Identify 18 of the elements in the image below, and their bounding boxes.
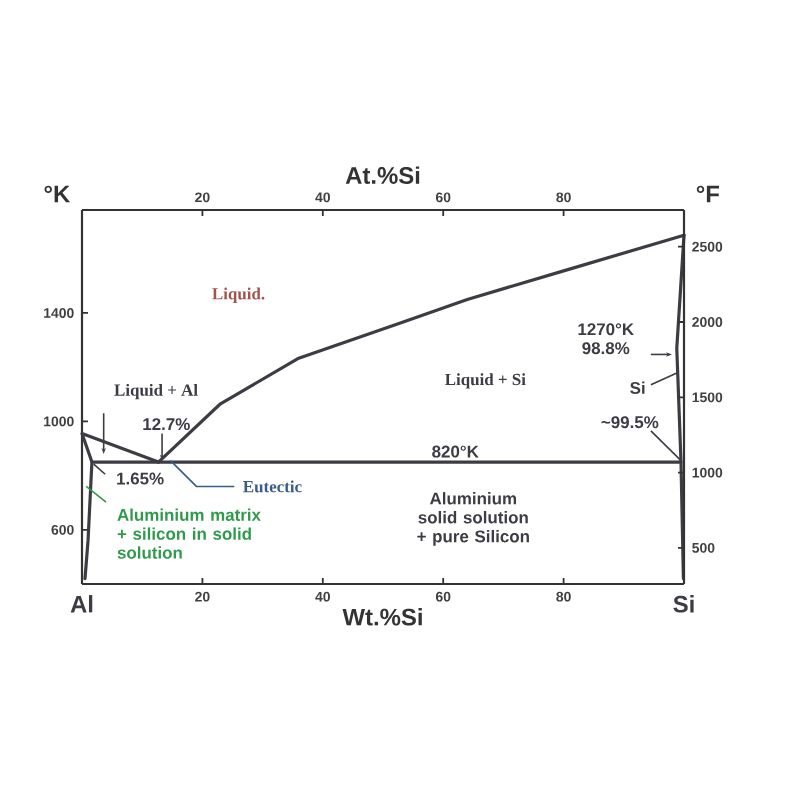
- annotation: Si: [673, 595, 694, 613]
- annotation: Liquid + Si: [445, 373, 526, 389]
- annotation: ~99.5%: [601, 416, 659, 429]
- x-axis-title: Wt.%Si: [342, 608, 422, 626]
- annotation: Si: [630, 381, 645, 394]
- annotation: Aluminium matrix + silicon in solid solution: [117, 508, 261, 559]
- annotation: Eutectic: [243, 480, 302, 493]
- annotation: Aluminium solid solution + pure Silicon: [417, 492, 529, 546]
- annotation: Liquid.: [212, 287, 265, 303]
- annotation: Al: [70, 595, 93, 613]
- y2-axis-title: °F: [696, 185, 720, 203]
- y-axis-title: °K: [44, 185, 71, 203]
- annotation: 820°K: [432, 445, 479, 458]
- annotation: 1.65%: [117, 472, 164, 485]
- annotation: 1270°K 98.8%: [578, 323, 634, 355]
- x2-axis-title: At.%Si: [345, 166, 420, 184]
- annotation: Liquid + Al: [114, 383, 198, 400]
- annotation: 12.7%: [143, 418, 190, 431]
